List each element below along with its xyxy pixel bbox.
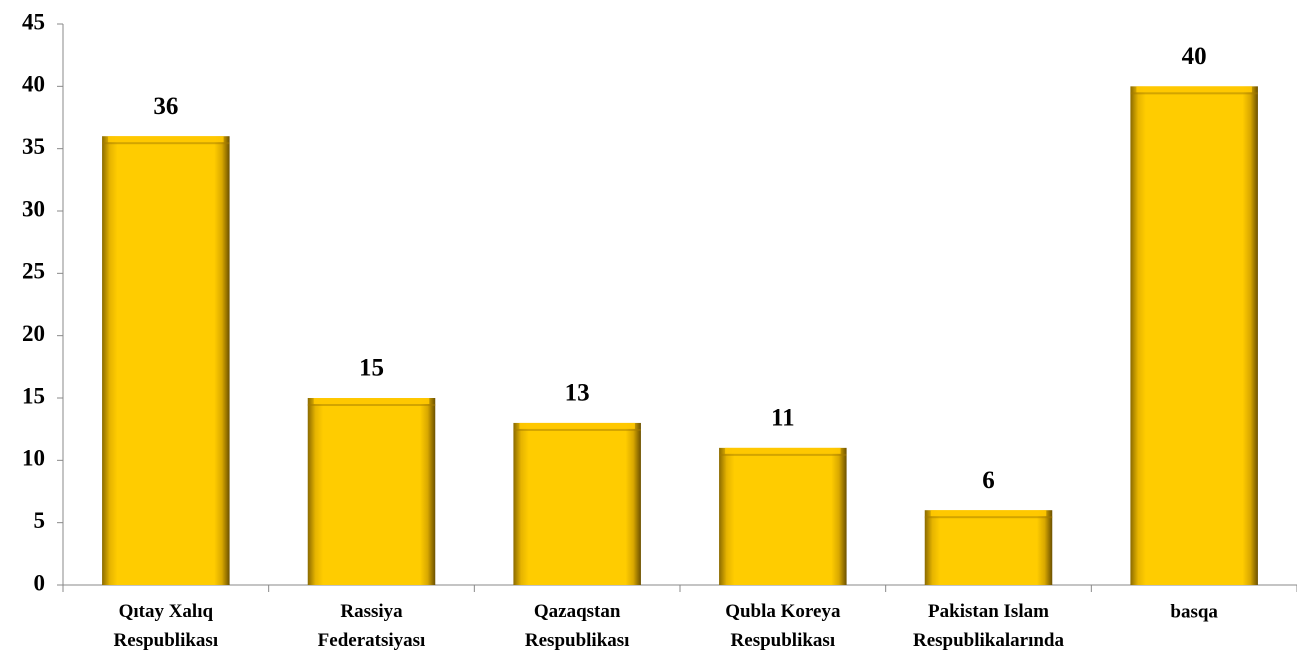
bar-bevel: [930, 510, 1047, 517]
value-label: 11: [771, 405, 795, 432]
bar: [1130, 86, 1258, 585]
bar-bevel: [1136, 86, 1252, 93]
bar-bevel-shadow: [513, 428, 641, 431]
bar-bevel-shadow: [719, 453, 847, 456]
y-tick-label: 40: [22, 72, 45, 97]
y-tick-label: 10: [22, 446, 45, 471]
value-label: 6: [982, 467, 995, 494]
value-label: 40: [1182, 43, 1207, 70]
value-label: 36: [153, 93, 178, 120]
bar-bevel-shadow: [1130, 92, 1258, 95]
y-tick-label: 45: [22, 9, 45, 34]
bar-bevel: [108, 136, 224, 143]
bar: [719, 447, 847, 585]
x-tick-label: basqa: [1170, 601, 1218, 622]
value-label: 13: [565, 380, 590, 407]
bar-bevel-shadow: [102, 142, 230, 145]
bar-bevel-shadow: [307, 404, 436, 406]
bar-bevel: [313, 398, 430, 404]
bar: [513, 422, 641, 585]
x-tick-label: Pakistan Islam Respublikalarında: [913, 601, 1064, 651]
bar-bevel: [519, 422, 635, 429]
y-tick-label: 5: [34, 508, 46, 533]
x-tick-label: Qazaqstan Respublikası: [525, 601, 630, 651]
x-tick-label: Rassiya Federatsiyası: [318, 601, 426, 651]
y-tick-label: 35: [22, 134, 45, 159]
y-tick-label: 25: [22, 259, 45, 284]
y-tick-label: 0: [34, 570, 46, 595]
bar: [924, 510, 1053, 585]
y-tick-label: 30: [22, 196, 45, 221]
bar: [102, 136, 230, 585]
value-label: 15: [359, 355, 384, 382]
bar-bevel: [725, 447, 841, 454]
bar: [307, 398, 436, 585]
x-tick-label: Qubla Koreya Respublikası: [725, 601, 841, 651]
y-tick-label: 20: [22, 321, 45, 346]
x-tick-label: Qıtay Xalıq Respublikası: [114, 601, 219, 651]
bar-bevel-shadow: [924, 516, 1053, 519]
y-tick-label: 15: [22, 383, 45, 408]
